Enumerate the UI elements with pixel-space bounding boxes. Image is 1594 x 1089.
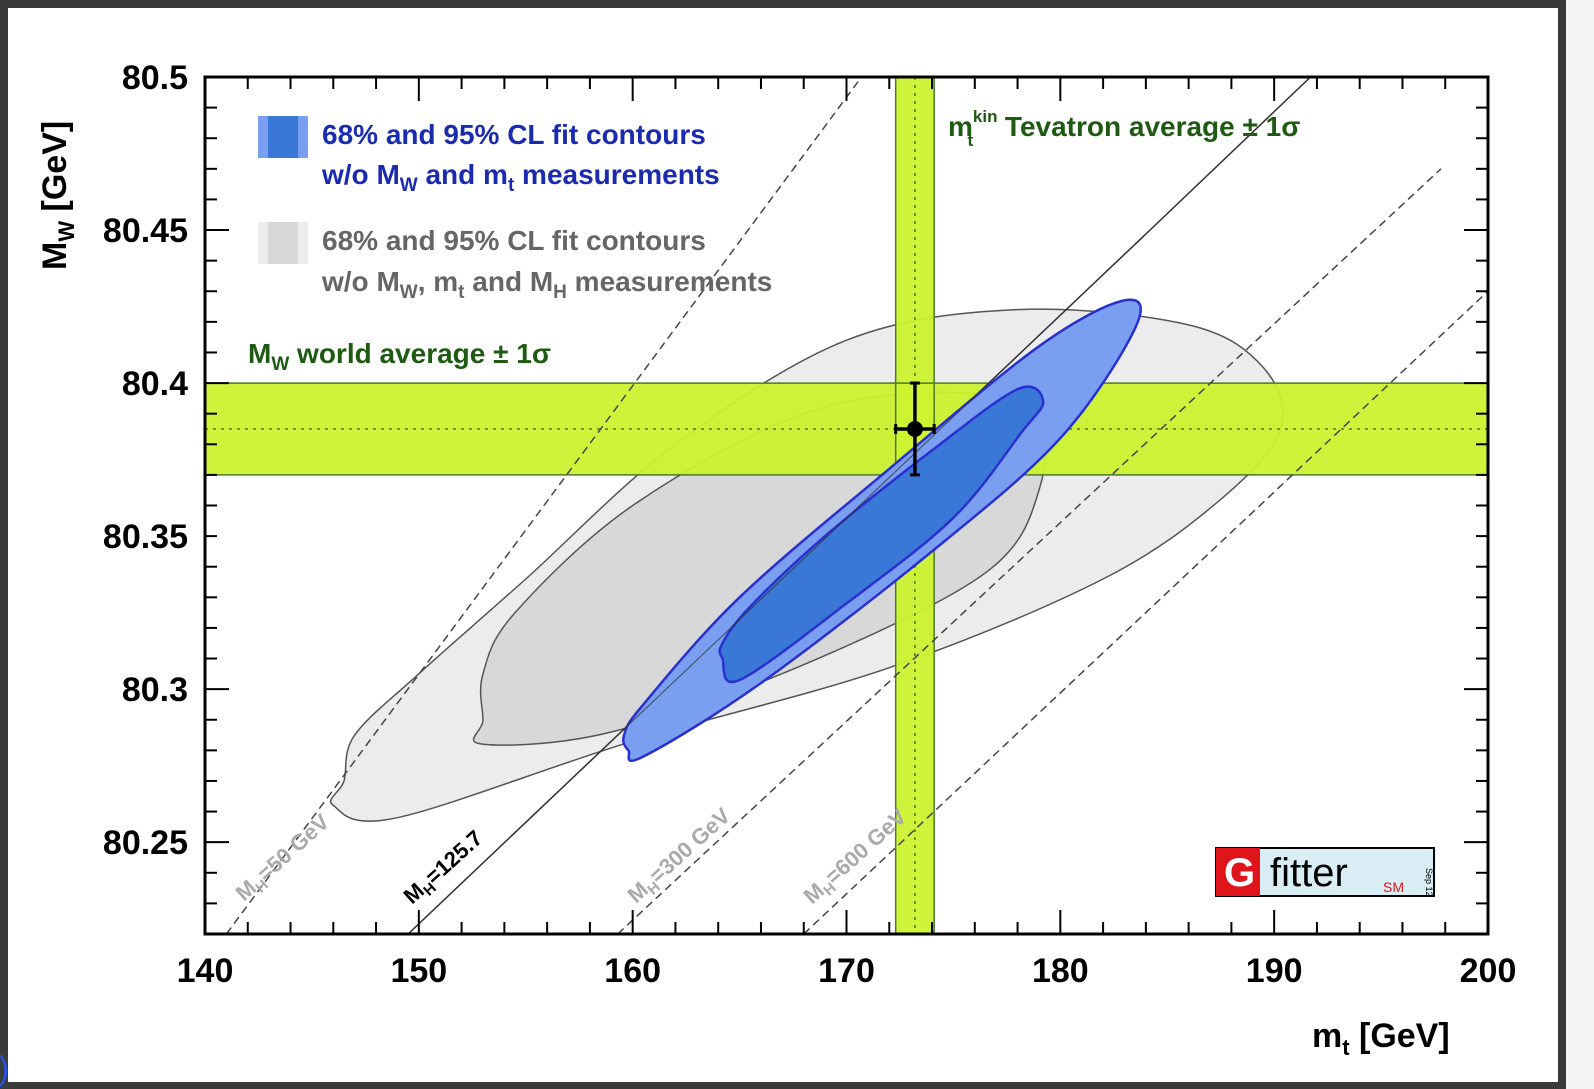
mt-band-label: mkin t Tevatron average ± 1σ	[948, 107, 1300, 150]
legend-blue-line2: w/o MW and mt measurements	[321, 159, 720, 196]
x-tick-label: 160	[604, 952, 661, 990]
x-tick-label: 170	[818, 952, 875, 990]
tick-labels-layer: 140 150 160 170 180 190 200 80.25 80.3 80.35 80.4 8…	[103, 59, 1516, 990]
blue-contour-layer	[407, 77, 1311, 934]
y-axis-title: MW [GeV]	[36, 121, 79, 270]
legend-grey-line2: w/o MW, mt and MH measurements	[321, 266, 772, 303]
gfitter-logo: G fitter SM Sep 12	[1215, 847, 1435, 897]
mw-band-label: MW world average ± 1σ	[248, 338, 551, 375]
higgs-line-50	[225, 77, 863, 934]
x-tick-label: 150	[390, 952, 447, 990]
x-tick-label: 190	[1246, 952, 1303, 990]
blue-68-contour	[718, 385, 1045, 684]
x-axis-title: mt [GeV]	[1312, 1017, 1450, 1060]
x-tick-label: 180	[1032, 952, 1089, 990]
y-tick-label: 80.25	[103, 824, 188, 862]
y-tick-label: 80.4	[122, 365, 188, 403]
logo-letter: G	[1224, 851, 1255, 895]
legend-blue-line1: 68% and 95% CL fit contours	[322, 119, 706, 150]
measurement-layer	[894, 381, 936, 477]
higgs-line-125-overlay	[407, 77, 1311, 934]
legend: 68% and 95% CL fit contours w/o MW and m…	[258, 116, 772, 303]
logo-date: Sep 12	[1424, 868, 1434, 897]
y-tick-label: 80.35	[103, 518, 188, 556]
legend-swatch-grey	[258, 222, 308, 264]
ticks-layer	[204, 76, 1489, 935]
measurement-point	[906, 420, 923, 437]
legend-grey-line1: 68% and 95% CL fit contours	[322, 225, 706, 256]
x-tick-label: 140	[177, 952, 234, 990]
y-tick-label: 80.5	[122, 59, 188, 97]
y-tick-label: 80.45	[103, 212, 188, 250]
logo-tag: SM	[1383, 879, 1404, 895]
x-tick-label: 200	[1460, 952, 1517, 990]
y-tick-label: 80.3	[122, 671, 188, 709]
higgs-line-600	[803, 290, 1488, 934]
legend-swatch-blue	[258, 116, 308, 158]
higgs-line-300	[617, 168, 1442, 934]
logo-word: fitter	[1270, 851, 1348, 895]
plot-area	[205, 77, 1488, 934]
edge-glyph: )	[0, 1050, 9, 1088]
